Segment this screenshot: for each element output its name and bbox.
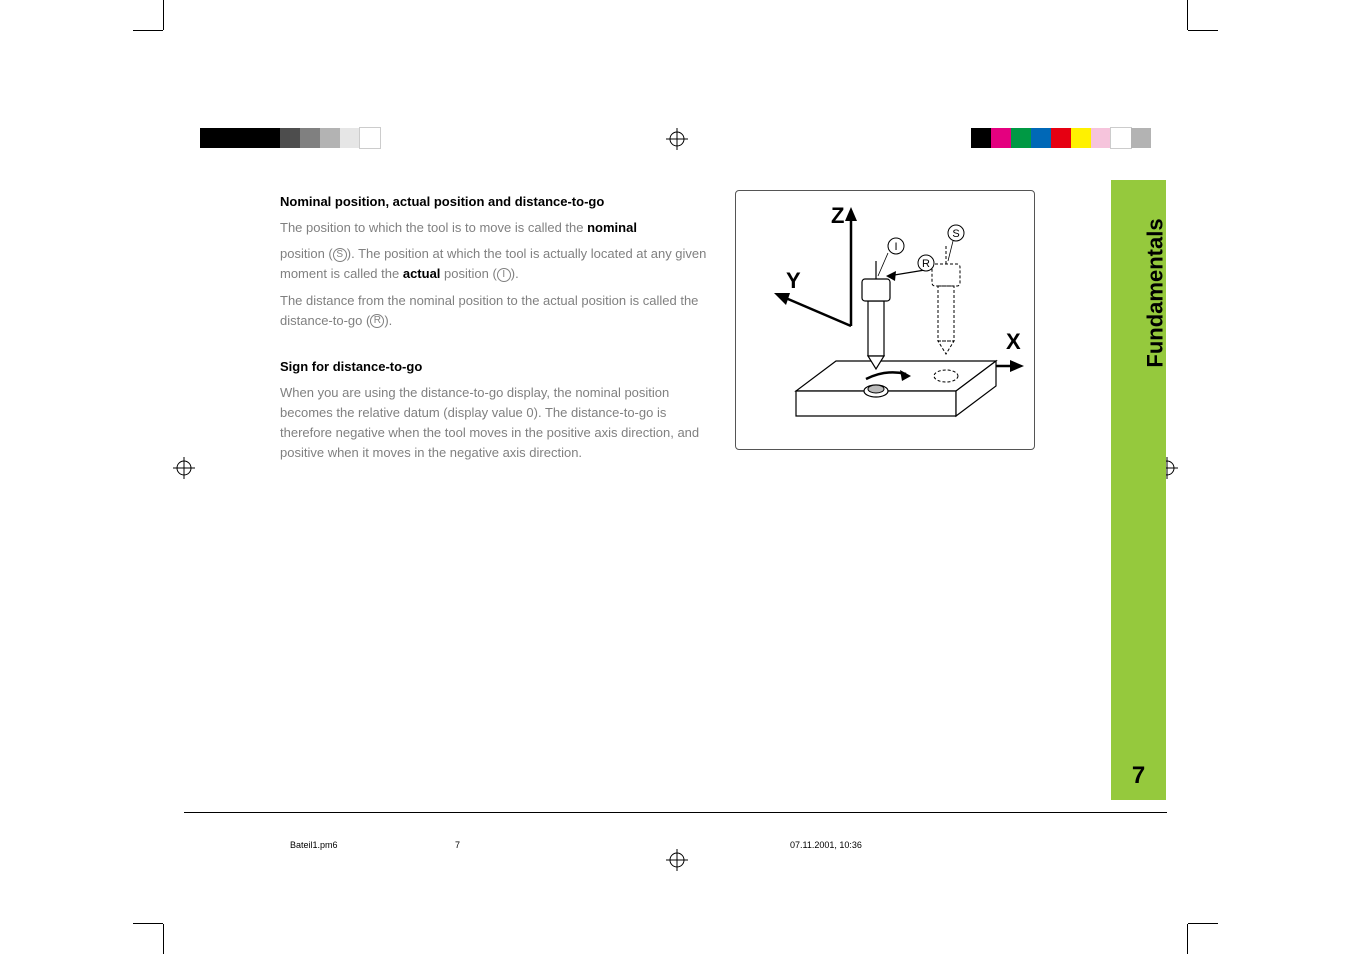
footer-timestamp: 07.11.2001, 10:36	[790, 840, 862, 850]
distance-symbol: R	[370, 314, 384, 328]
distance-to-go-label: R	[922, 258, 930, 270]
registration-mark	[666, 849, 688, 871]
swatch	[340, 128, 360, 148]
swatch	[1071, 128, 1091, 148]
swatch	[300, 128, 320, 148]
crop-mark	[133, 30, 163, 31]
swatch	[971, 128, 991, 148]
swatch	[260, 128, 280, 148]
y-axis-label: Y	[786, 268, 801, 293]
actual-symbol: I	[497, 268, 511, 282]
x-axis-label: X	[1006, 329, 1021, 354]
nominal-position-label: S	[952, 228, 959, 240]
grayscale-wedge	[200, 128, 380, 148]
swatch	[1131, 128, 1151, 148]
crop-mark	[1187, 924, 1188, 954]
color-bar	[971, 128, 1151, 148]
z-axis-label: Z	[831, 203, 844, 228]
crop-mark	[1188, 30, 1218, 31]
section-heading: Nominal position, actual position and di…	[280, 192, 710, 212]
body-text: Nominal position, actual position and di…	[280, 192, 710, 470]
crop-mark	[163, 924, 164, 954]
actual-position-label: I	[894, 241, 897, 253]
section-heading: Sign for distance-to-go	[280, 357, 710, 377]
paragraph: The distance from the nominal position t…	[280, 291, 710, 331]
registration-mark	[173, 457, 195, 479]
swatch	[360, 128, 380, 148]
swatch	[1111, 128, 1131, 148]
nominal-symbol: S	[333, 248, 347, 262]
swatch	[1051, 128, 1071, 148]
swatch	[200, 128, 220, 148]
crop-mark	[163, 0, 164, 30]
section-tab: Fundamentals 7	[1111, 180, 1166, 800]
swatch	[1031, 128, 1051, 148]
paragraph: The position to which the tool is to mov…	[280, 218, 710, 238]
page-number: 7	[1111, 762, 1166, 790]
crop-mark	[1187, 0, 1188, 30]
paragraph: When you are using the distance-to-go di…	[280, 383, 710, 464]
registration-mark	[666, 128, 688, 150]
swatch	[320, 128, 340, 148]
swatch	[220, 128, 240, 148]
swatch	[1091, 128, 1111, 148]
swatch	[240, 128, 260, 148]
crop-mark	[1188, 923, 1218, 924]
crop-mark	[133, 923, 163, 924]
swatch	[280, 128, 300, 148]
coordinate-system-figure: Z Y X	[735, 190, 1035, 450]
swatch	[1011, 128, 1031, 148]
swatch	[991, 128, 1011, 148]
paragraph: position (S). The position at which the …	[280, 244, 710, 284]
footer-filename: Bateil1.pm6	[290, 840, 338, 850]
footer-page: 7	[455, 840, 460, 850]
footer-rule	[184, 812, 1167, 813]
section-tab-label: Fundamentals	[1143, 218, 1169, 367]
